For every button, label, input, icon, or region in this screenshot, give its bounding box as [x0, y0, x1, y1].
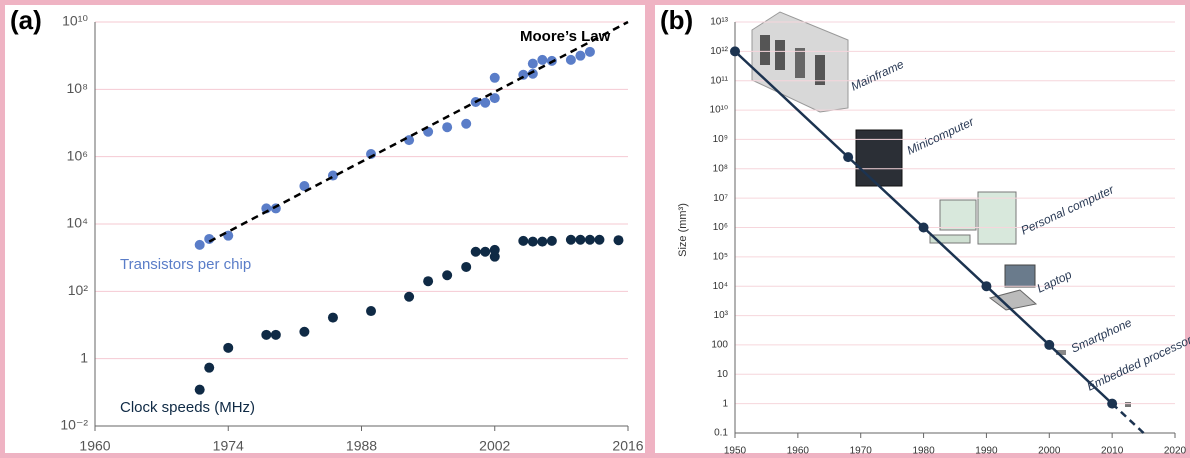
y-tick-label: 10⁸ — [67, 80, 89, 96]
y-tick-label: 10⁶ — [67, 147, 88, 163]
y-tick-label: 10 — [717, 369, 729, 380]
data-point — [299, 181, 310, 192]
x-tick-label: 2016 — [612, 438, 643, 454]
series-label: Moore’s Law — [520, 28, 611, 45]
data-point — [461, 118, 472, 129]
data-point — [527, 236, 538, 247]
data-point — [537, 236, 548, 247]
y-tick-label: 10⁴ — [713, 281, 728, 292]
data-point — [489, 244, 500, 255]
x-tick-label: 1950 — [724, 446, 747, 457]
y-tick-label: 0.1 — [714, 428, 728, 439]
y-tick-label: 10⁸ — [713, 163, 728, 174]
y-tick-label: 10¹³ — [710, 17, 728, 28]
x-tick-label: 1960 — [79, 438, 110, 454]
data-point — [270, 329, 281, 340]
data-point — [261, 329, 272, 340]
data-point — [1044, 339, 1055, 350]
series-line — [734, 50, 1113, 405]
data-point — [843, 152, 854, 163]
data-point — [480, 97, 491, 108]
series-label: Transistors per chip — [120, 256, 251, 273]
x-tick-label: 1988 — [346, 438, 377, 454]
data-point — [442, 270, 453, 281]
x-tick-label: 2020 — [1164, 446, 1187, 457]
data-point — [423, 276, 434, 287]
data-point — [565, 54, 576, 65]
data-point — [480, 246, 491, 257]
data-point — [730, 46, 740, 57]
data-point — [194, 384, 205, 395]
data-point — [404, 291, 415, 302]
data-point — [270, 203, 281, 214]
data-point — [918, 222, 929, 233]
data-point — [489, 72, 500, 83]
series-label: Clock speeds (MHz) — [120, 399, 255, 416]
mainframe-icon — [751, 11, 849, 113]
y-tick-label: 10⁹ — [713, 134, 728, 145]
laptop-icon — [988, 264, 1038, 311]
data-point — [527, 68, 538, 79]
data-point — [594, 234, 605, 245]
data-point — [584, 234, 595, 245]
data-point — [442, 122, 453, 133]
data-point — [204, 362, 215, 373]
x-tick-label: 1990 — [975, 446, 998, 457]
y-tick-label: 1 — [80, 349, 88, 365]
data-point — [537, 54, 548, 65]
data-point — [489, 93, 500, 104]
x-tick-label: 1960 — [787, 446, 810, 457]
x-tick-label: 2002 — [479, 438, 510, 454]
smartphone-icon — [1056, 350, 1066, 355]
data-point — [546, 235, 557, 246]
x-tick-label: 1970 — [850, 446, 873, 457]
y-tick-label: 10⁷ — [713, 193, 728, 204]
minicomputer-icon — [855, 129, 903, 187]
series-line — [208, 20, 629, 243]
y-tick-label: 10⁵ — [713, 251, 728, 262]
panel-a-background — [5, 5, 645, 453]
data-point — [575, 234, 586, 245]
panel-label: (a) — [10, 5, 42, 35]
y-tick-label: 10² — [68, 282, 89, 298]
y-axis-label: Size (mm³) — [677, 203, 689, 257]
panel-label: (b) — [660, 5, 693, 35]
personal-computer-icon — [929, 191, 1017, 245]
y-tick-label: 10¹² — [710, 46, 728, 57]
data-point — [518, 235, 529, 246]
data-point — [461, 261, 472, 272]
y-tick-label: 10¹¹ — [710, 75, 728, 86]
y-tick-label: 100 — [711, 340, 728, 351]
y-tick-label: 10³ — [714, 310, 729, 321]
y-tick-label: 1 — [722, 398, 728, 409]
y-tick-label: 10⁴ — [66, 215, 88, 231]
data-point — [366, 306, 377, 317]
data-point — [470, 246, 481, 257]
data-point — [327, 312, 338, 323]
data-point — [223, 342, 234, 353]
x-tick-label: 2010 — [1101, 446, 1124, 457]
x-tick-label: 2000 — [1038, 446, 1061, 457]
x-tick-label: 1980 — [912, 446, 935, 457]
y-tick-label: 10¹⁰ — [62, 13, 88, 29]
data-point — [565, 234, 576, 245]
data-point — [299, 326, 310, 337]
data-point — [527, 58, 538, 69]
data-point — [584, 46, 595, 57]
data-point — [404, 135, 415, 146]
data-point — [194, 239, 205, 250]
data-point — [575, 50, 586, 61]
data-point — [261, 203, 272, 214]
y-tick-label: 10⁻² — [60, 417, 88, 433]
y-tick-label: 10¹⁰ — [710, 105, 728, 116]
data-point — [981, 281, 992, 292]
y-tick-label: 10⁶ — [713, 222, 728, 233]
data-point — [613, 235, 624, 246]
x-tick-label: 1974 — [213, 438, 244, 454]
embedded-icon — [1125, 402, 1131, 407]
